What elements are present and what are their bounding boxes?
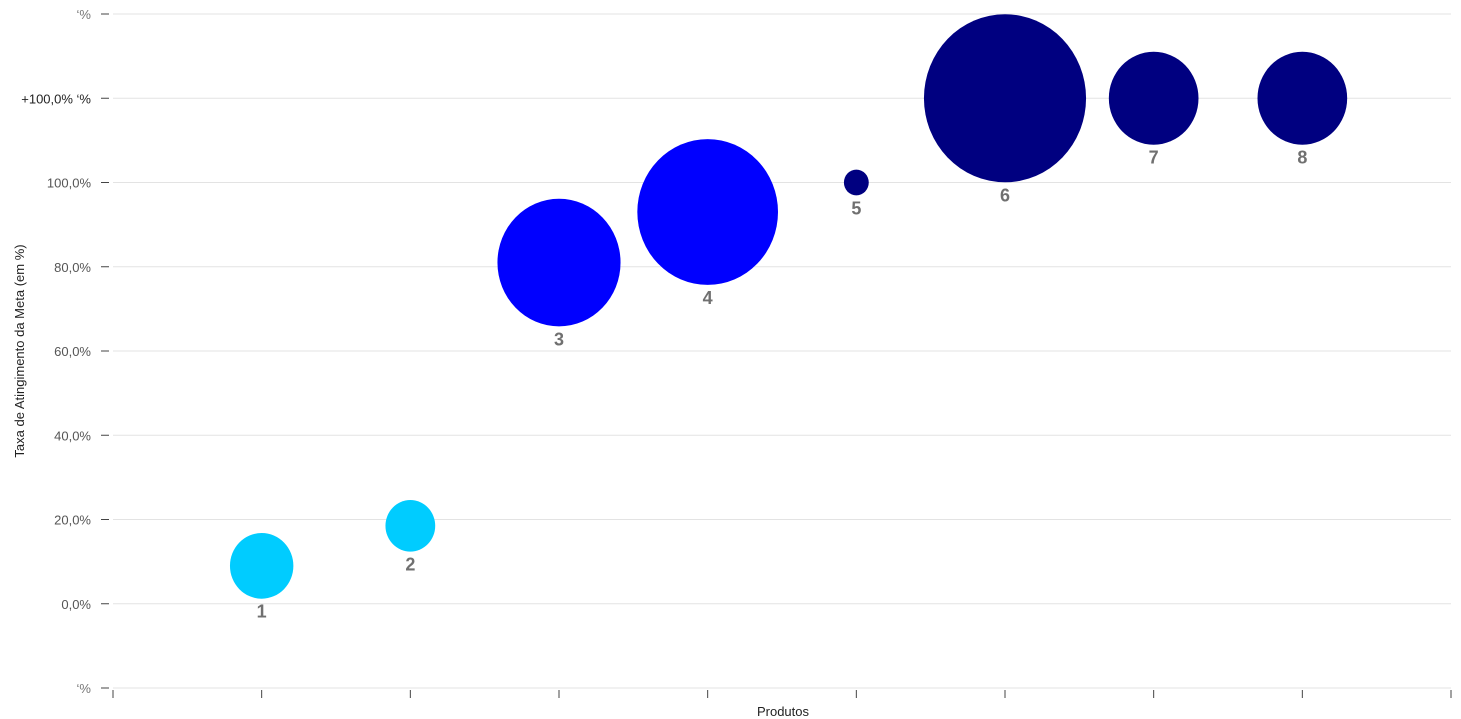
bubble-label-6: 6 bbox=[1000, 185, 1010, 205]
y-tick-label: 0,0% bbox=[61, 597, 91, 612]
y-tick-label: 40,0% bbox=[54, 428, 91, 443]
y-tick-label: 20,0% bbox=[54, 513, 91, 528]
y-tick-label: +100,0% ‘% bbox=[21, 91, 91, 106]
bubble-label-3: 3 bbox=[554, 329, 564, 349]
bubble-point-7[interactable] bbox=[1108, 51, 1199, 145]
x-axis-ticks bbox=[112, 690, 1452, 698]
bubble-label-8: 8 bbox=[1297, 148, 1307, 168]
y-tick-label: 100,0% bbox=[47, 176, 92, 191]
y-tick-label: ‘% bbox=[77, 681, 92, 696]
bubble-point-1[interactable] bbox=[229, 532, 294, 599]
bubble-label-4: 4 bbox=[703, 288, 713, 308]
bubbles bbox=[229, 14, 1348, 599]
bubble-point-4[interactable] bbox=[637, 139, 779, 285]
bubble-label-2: 2 bbox=[405, 555, 415, 575]
y-tick-label: ‘% bbox=[77, 7, 92, 22]
bubble-label-7: 7 bbox=[1149, 148, 1159, 168]
bubble-label-1: 1 bbox=[257, 602, 267, 622]
bubble-point-2[interactable] bbox=[385, 500, 436, 552]
bubble-point-6[interactable] bbox=[923, 14, 1087, 183]
y-axis-ticks: ‘% +100,0% ‘% 100,0% 80,0% 60,0% 40,0% 20,0% 0,… bbox=[21, 7, 109, 696]
y-tick-label: 80,0% bbox=[54, 260, 91, 275]
bubble-point-5[interactable] bbox=[843, 169, 869, 196]
y-tick-label: 60,0% bbox=[54, 344, 91, 359]
x-axis-title: Produtos bbox=[757, 704, 810, 719]
bubble-label-5: 5 bbox=[851, 198, 861, 218]
y-axis-title: Taxa de Atingimento da Meta (em %) bbox=[12, 244, 27, 457]
bubble-point-3[interactable] bbox=[497, 198, 621, 327]
bubble-point-8[interactable] bbox=[1257, 51, 1348, 145]
gridlines bbox=[113, 13, 1451, 689]
bubble-labels: 1 2 3 4 5 6 7 8 bbox=[257, 148, 1308, 622]
